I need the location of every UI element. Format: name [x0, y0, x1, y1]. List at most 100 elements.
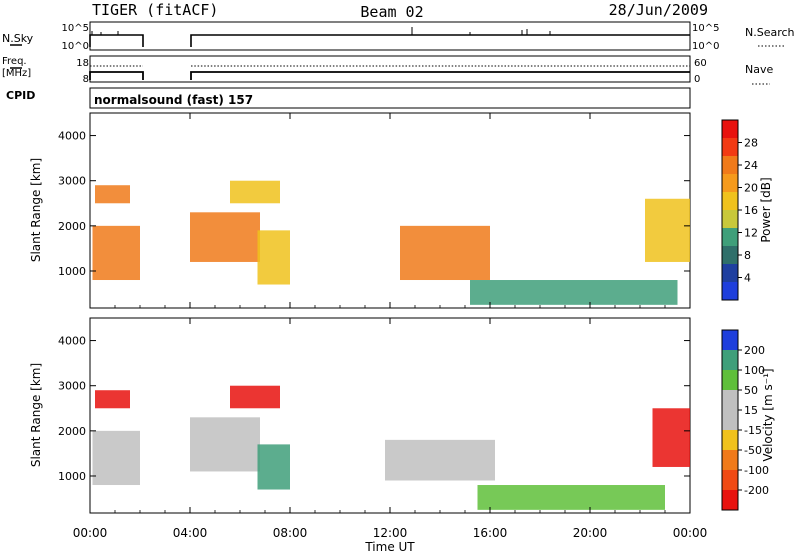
colorbar-tick-label: 24	[744, 159, 758, 172]
echo-region	[257, 230, 290, 285]
velocity-y-axis-label: Slant Range [km]	[29, 363, 43, 467]
colorbar-tick-label: 12	[744, 227, 758, 240]
x-tick-label: 16:00	[473, 526, 508, 540]
echo-region	[95, 390, 130, 409]
freq-trace	[89, 71, 690, 80]
velocity-colorbar: 200 100 50 15 -15 -50 -100 -200 Velocity [m s⁻¹…	[721, 329, 775, 511]
colorbar-frame	[721, 329, 739, 511]
colorbar-tick-label: -15	[744, 424, 762, 437]
power-y-ticks: 1000 2000 3000 4000	[58, 130, 690, 278]
velocity-panel: 1000 2000 3000 4000 Slant Range [km]	[29, 317, 691, 514]
power-echo-regions	[92, 180, 690, 305]
nsky-spikes	[91, 27, 551, 35]
x-tick-label: 00:00	[73, 526, 108, 540]
colorbar-tick-label: 100	[744, 364, 765, 377]
nave-tick-top: 60	[694, 58, 707, 69]
nave-tick-bottom: 0	[694, 74, 700, 85]
nsky-tick-top: 10^5	[62, 23, 89, 34]
colorbar-cell	[722, 228, 738, 246]
colorbar-cell	[722, 410, 738, 430]
x-tick-label: 00:00	[673, 526, 708, 540]
colorbar-cell	[722, 370, 738, 390]
nsky-tick-bottom: 10^0	[62, 41, 89, 52]
colorbar-cell	[722, 120, 738, 138]
velocity-panel-frame	[89, 317, 691, 514]
radar-title: TIGER (fitACF)	[92, 1, 218, 19]
colorbar-tick-label: 8	[744, 249, 751, 262]
power-colorbar-ticks: 28 24 20 16 12 8 4	[738, 137, 758, 285]
nsky-panel-frame	[89, 21, 691, 51]
nsearch-tick-bottom: 10^0	[692, 41, 719, 52]
echo-region	[190, 417, 260, 472]
freq-tick-top: 18	[76, 58, 89, 69]
colorbar-cell	[722, 470, 738, 490]
echo-region	[95, 185, 130, 204]
power-colorbar-label: Power [dB]	[759, 177, 773, 242]
freq-panel-frame	[89, 55, 691, 83]
y-tick-label: 2000	[58, 425, 86, 438]
echo-region	[257, 444, 290, 490]
x-tick-label: 08:00	[273, 526, 308, 540]
y-tick-label: 1000	[58, 265, 86, 278]
echo-region	[230, 180, 280, 204]
colorbar-cell	[722, 264, 738, 282]
freq-label: Freq.	[2, 56, 27, 67]
velocity-y-ticks: 1000 2000 3000 4000	[58, 335, 690, 483]
y-tick-label: 1000	[58, 470, 86, 483]
velocity-colorbar-ticks: 200 100 50 15 -15 -50 -100 -200	[738, 344, 769, 497]
echo-region	[190, 212, 260, 262]
cpid-value: normalsound (fast) 157	[94, 93, 253, 107]
velocity-x-ticks	[89, 318, 691, 513]
colorbar-cell	[722, 430, 738, 450]
x-tick-label: 12:00	[373, 526, 408, 540]
echo-region	[645, 198, 690, 262]
colorbar-cell	[722, 210, 738, 228]
echo-region	[400, 225, 490, 281]
velocity-colorbar-cells	[721, 329, 739, 511]
colorbar-cell	[722, 330, 738, 350]
nsky-label: N.Sky	[2, 32, 34, 45]
colorbar-cell	[722, 490, 738, 510]
colorbar-cell	[722, 450, 738, 470]
colorbar-tick-label: 16	[744, 204, 758, 217]
echo-region	[230, 385, 280, 409]
colorbar-tick-label: -50	[744, 444, 762, 457]
cpid-label: CPID	[6, 89, 35, 102]
y-tick-label: 3000	[58, 175, 86, 188]
velocity-colorbar-label: Velocity [m s⁻¹]	[761, 368, 775, 461]
colorbar-cell	[722, 350, 738, 370]
x-tick-labels: 00:00 04:00 08:00 12:00 16:00 20:00 00:00	[73, 526, 708, 540]
date-label: 28/Jun/2009	[609, 1, 708, 19]
nsearch-label: N.Search	[745, 26, 795, 39]
colorbar-cell	[722, 138, 738, 156]
cpid-panel-frame	[89, 87, 691, 109]
colorbar-cell	[722, 246, 738, 264]
x-axis-label: Time UT	[364, 540, 415, 554]
colorbar-cell	[722, 192, 738, 210]
freq-unit-label: [MHz]	[2, 68, 31, 79]
y-tick-label: 2000	[58, 220, 86, 233]
echo-region	[385, 439, 495, 481]
echo-region	[652, 408, 690, 467]
echo-region	[477, 485, 665, 510]
power-colorbar-cells	[721, 119, 739, 301]
echo-region	[92, 430, 140, 486]
colorbar-cell	[722, 174, 738, 192]
colorbar-tick-label: 20	[744, 182, 758, 195]
nsky-trace	[89, 34, 690, 47]
y-tick-label: 4000	[58, 130, 86, 143]
y-tick-label: 3000	[58, 380, 86, 393]
power-colorbar: 28 24 20 16 12 8 4 Power [dB]	[721, 119, 773, 301]
x-tick-label: 04:00	[173, 526, 208, 540]
colorbar-cell	[722, 156, 738, 174]
colorbar-tick-label: -100	[744, 464, 769, 477]
colorbar-cell	[722, 390, 738, 410]
beam-label: Beam 02	[360, 3, 423, 21]
colorbar-tick-label: 28	[744, 137, 758, 150]
colorbar-tick-label: 50	[744, 384, 758, 397]
power-panel-frame	[89, 112, 691, 309]
nsearch-tick-top: 10^5	[692, 23, 719, 34]
echo-region	[470, 280, 678, 305]
colorbar-tick-label: 15	[744, 404, 758, 417]
